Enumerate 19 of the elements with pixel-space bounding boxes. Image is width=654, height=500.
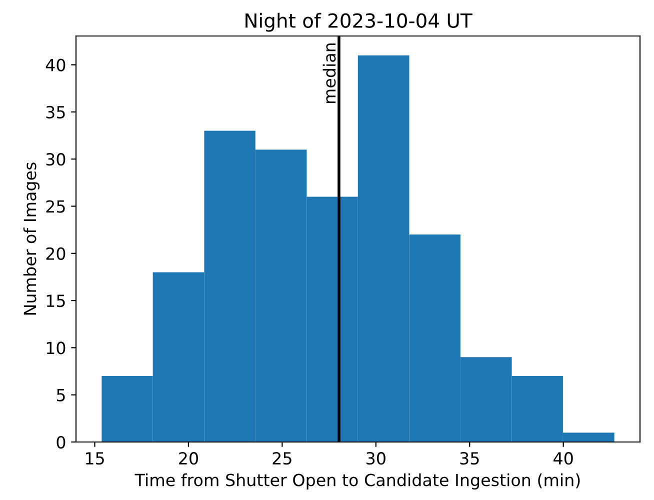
y-tick-label: 10 [46, 342, 66, 354]
y-tick-label: 15 [46, 294, 65, 308]
x-tick-label: 20 [179, 452, 198, 465]
x-tick-label: 15 [86, 452, 104, 465]
ref-line-label: median [322, 44, 336, 104]
y-axis-title: Number of Images [23, 162, 40, 315]
x-tick-label: 30 [366, 452, 386, 465]
y-tick-label: 5 [56, 389, 65, 402]
y-tick-label: 20 [46, 247, 66, 260]
y-tick-label: 0 [56, 436, 66, 449]
x-tick-label: 40 [554, 452, 573, 465]
y-tick-label: 25 [46, 200, 65, 213]
x-tick-label: 35 [460, 452, 479, 465]
y-tick-label: 35 [46, 106, 65, 118]
chart-title: Night of 2023-10-04 UT [246, 12, 472, 32]
x-axis-title: Time from Shutter Open to Candidate Ingestion (min) [134, 473, 580, 490]
y-tick-label: 30 [46, 153, 66, 166]
y-tick-label: 40 [46, 58, 66, 72]
x-tick-label: 25 [272, 452, 292, 465]
